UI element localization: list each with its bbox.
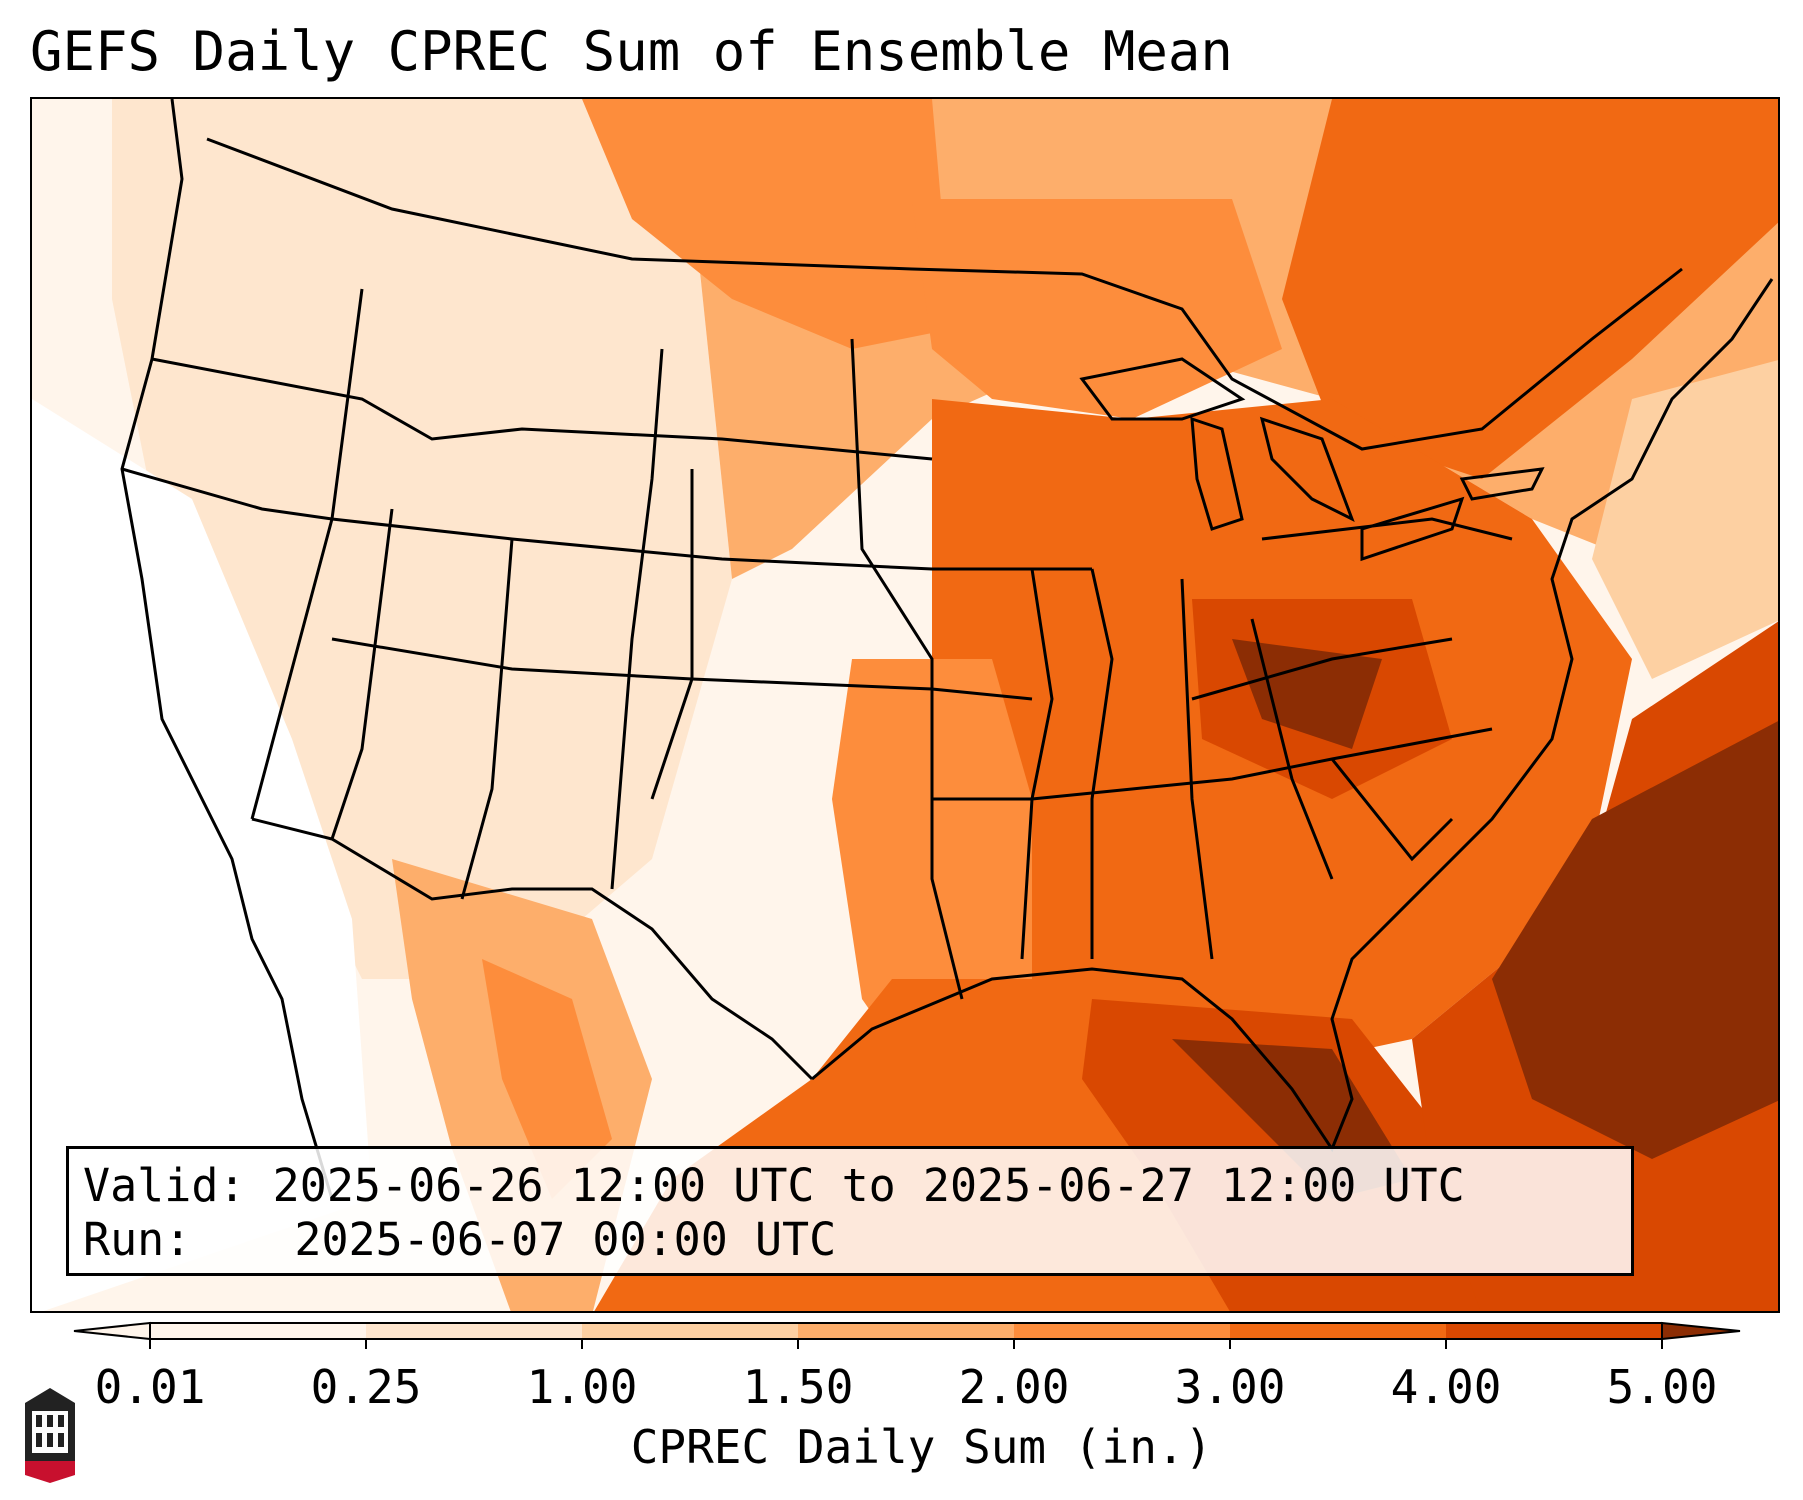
run-label: Run:	[83, 1213, 192, 1266]
colorbar-label: CPREC Daily Sum (in.)	[630, 1420, 1213, 1474]
colorbar-extend-high	[1661, 1321, 1741, 1341]
colorbar-segment	[1014, 1323, 1230, 1339]
valid-value: 2025-06-26 12:00 UTC to 2025-06-27 12:00…	[272, 1159, 1465, 1212]
colorbar-extend-low	[73, 1321, 151, 1341]
colorbar-tick-label: 4.00	[1390, 1360, 1502, 1414]
colorbar	[72, 1313, 1742, 1357]
niu-logo	[20, 1383, 80, 1487]
colorbar-tick-label: 2.00	[958, 1360, 1070, 1414]
colorbar-tick-label: 1.00	[526, 1360, 638, 1414]
precip-map	[30, 97, 1780, 1313]
run-value: 2025-06-07 00:00 UTC	[294, 1213, 837, 1266]
valid-label: Valid:	[83, 1159, 246, 1212]
colorbar-tick-label: 1.50	[742, 1360, 854, 1414]
map-title: GEFS Daily CPREC Sum of Ensemble Mean	[30, 20, 1233, 83]
valid-time-box: Valid: 2025-06-26 12:00 UTC to 2025-06-2…	[66, 1146, 1634, 1276]
colorbar-segment	[150, 1323, 366, 1339]
valid-row: Valid: 2025-06-26 12:00 UTC to 2025-06-2…	[83, 1159, 1617, 1213]
colorbar-segment	[366, 1323, 582, 1339]
colorbar-segment	[798, 1323, 1014, 1339]
precip-fields	[32, 99, 1778, 1311]
colorbar-segment	[582, 1323, 798, 1339]
colorbar-tick-label: 5.00	[1606, 1360, 1718, 1414]
colorbar-border	[149, 1322, 1663, 1340]
colorbar-tick-label: 0.01	[94, 1360, 206, 1414]
colorbar-tick-label: 0.25	[310, 1360, 422, 1414]
niu-tower-logo-icon	[25, 1388, 75, 1483]
great-lakes	[1079, 357, 1545, 562]
state-borders	[120, 99, 1774, 1200]
colorbar-svg	[73, 1321, 1741, 1349]
run-row: Run: 2025-06-07 00:00 UTC	[83, 1213, 1617, 1267]
precip-map-svg	[32, 99, 1778, 1311]
colorbar-segment	[1446, 1323, 1662, 1339]
colorbar-tick-label: 3.00	[1174, 1360, 1286, 1414]
colorbar-segment	[1230, 1323, 1446, 1339]
